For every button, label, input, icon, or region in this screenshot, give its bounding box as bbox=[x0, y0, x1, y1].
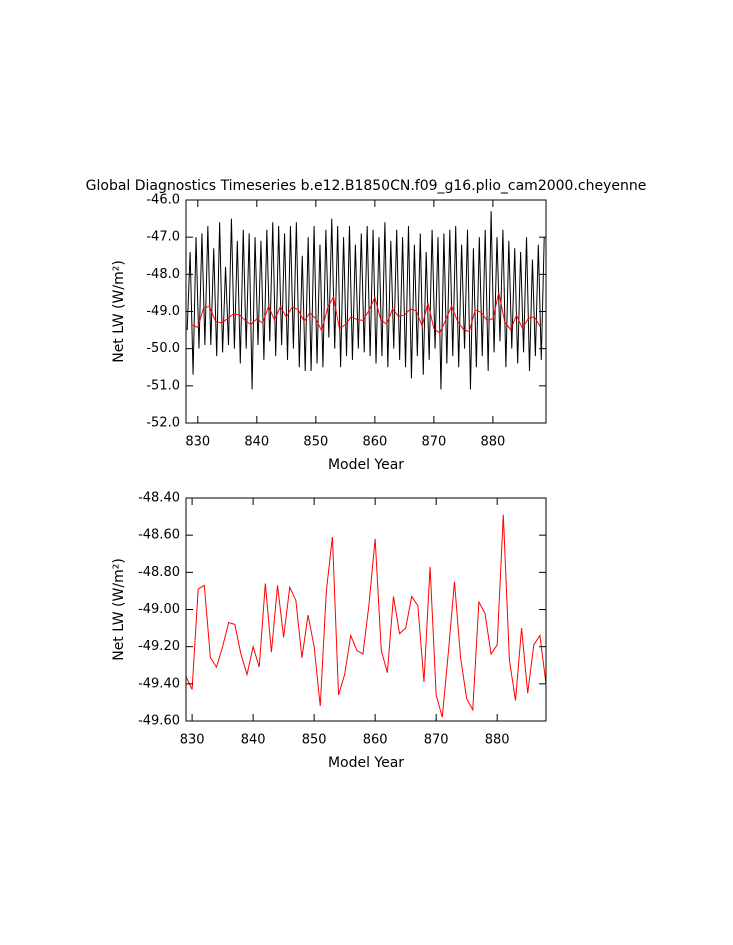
y-tick-label: -49.40 bbox=[138, 676, 180, 691]
series-line bbox=[186, 211, 545, 390]
x-tick-label: 870 bbox=[421, 435, 446, 450]
x-tick-label: 850 bbox=[303, 435, 328, 450]
x-tick-label: 830 bbox=[185, 435, 210, 450]
x-tick-label: 830 bbox=[180, 733, 205, 748]
y-tick-label: -46.0 bbox=[146, 193, 180, 208]
y-tick-label: -50.0 bbox=[146, 341, 180, 356]
y-axis-label: Net LW (W/m²) bbox=[111, 260, 127, 363]
x-axis-label: Model Year bbox=[328, 457, 404, 473]
y-tick-label: -51.0 bbox=[146, 378, 180, 393]
y-tick-label: -48.60 bbox=[138, 528, 180, 543]
x-tick-label: 840 bbox=[244, 435, 269, 450]
x-axis-label: Model Year bbox=[328, 755, 404, 771]
y-axis-label: Net LW (W/m²) bbox=[111, 558, 127, 661]
series-line bbox=[185, 514, 547, 718]
x-tick-label: 860 bbox=[362, 435, 387, 450]
x-tick-label: 840 bbox=[241, 733, 266, 748]
y-tick-label: -47.0 bbox=[146, 230, 180, 245]
y-tick-label: -48.0 bbox=[146, 267, 180, 282]
y-tick-label: -49.0 bbox=[146, 304, 180, 319]
x-tick-label: 850 bbox=[302, 733, 327, 748]
y-tick-label: -49.60 bbox=[138, 714, 180, 729]
x-tick-label: 880 bbox=[485, 733, 510, 748]
series-line bbox=[191, 292, 541, 334]
y-tick-label: -48.40 bbox=[138, 491, 180, 506]
y-tick-label: -49.20 bbox=[138, 639, 180, 654]
y-tick-label: -48.80 bbox=[138, 565, 180, 580]
chart-title: Global Diagnostics Timeseries b.e12.B185… bbox=[86, 178, 647, 194]
y-tick-label: -52.0 bbox=[146, 416, 180, 431]
y-tick-label: -49.00 bbox=[138, 602, 180, 617]
x-tick-label: 860 bbox=[363, 733, 388, 748]
x-tick-label: 870 bbox=[424, 733, 449, 748]
plot-frame bbox=[185, 497, 547, 722]
x-tick-label: 880 bbox=[480, 435, 505, 450]
